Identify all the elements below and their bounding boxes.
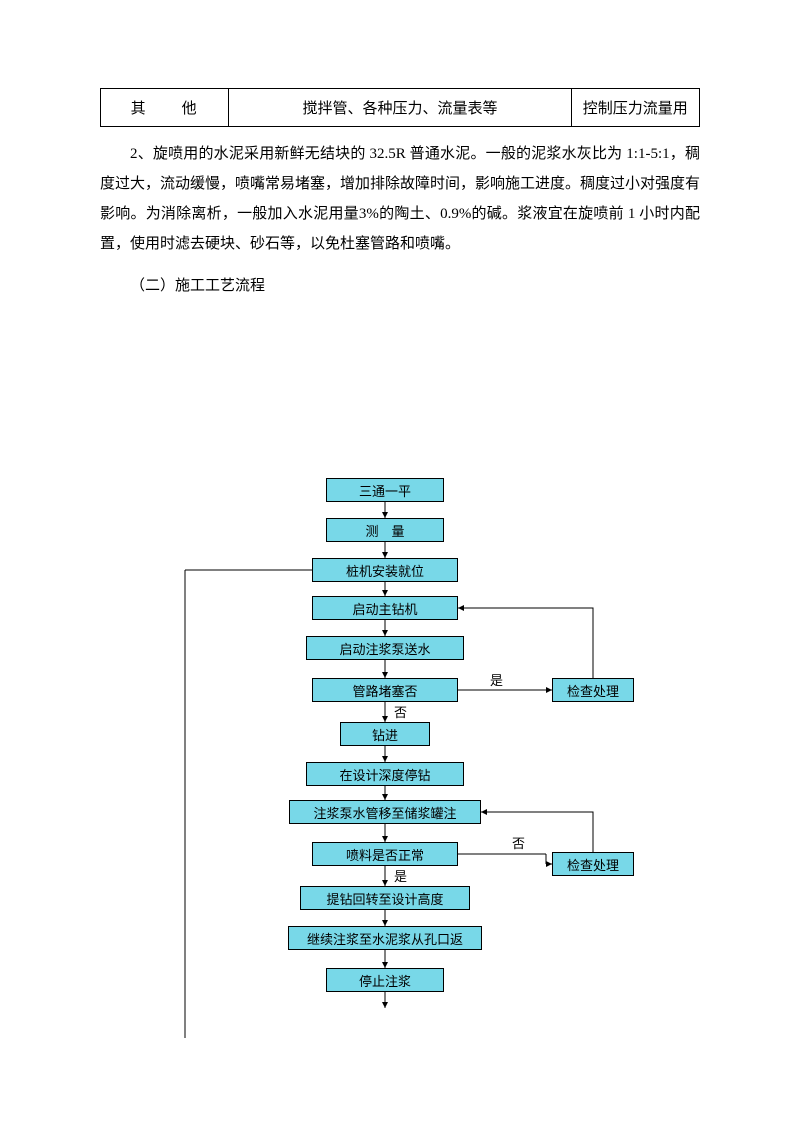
node-n3: 桩机安装就位 (312, 558, 458, 582)
node-n5: 启动注浆泵送水 (306, 636, 464, 660)
cell-purpose: 控制压力流量用 (571, 89, 699, 127)
node-chk1: 检查处理 (552, 678, 634, 702)
node-chk2: 检查处理 (552, 852, 634, 876)
node-n6: 管路堵塞否 (312, 678, 458, 702)
node-n8: 在设计深度停钻 (306, 762, 464, 786)
flowchart: 三通一平 测 量 桩机安装就位 启动主钻机 启动注浆泵送水 管路堵塞否 钻进 在… (0, 478, 794, 1118)
node-n13: 停止注浆 (326, 968, 444, 992)
table-row: 其 他 搅拌管、各种压力、流量表等 控制压力流量用 (101, 89, 700, 127)
node-n10: 喷料是否正常 (312, 842, 458, 866)
label-no1: 否 (394, 702, 407, 721)
node-n9: 注浆泵水管移至储浆罐注 (289, 800, 481, 824)
label-yes1: 是 (490, 670, 503, 689)
node-n12: 继续注浆至水泥浆从孔口返 (288, 926, 482, 950)
label-yes2: 是 (394, 866, 407, 885)
cell-label: 其 他 (101, 89, 229, 127)
paragraph-1: 2、旋喷用的水泥采用新鲜无结块的 32.5R 普通水泥。一般的泥浆水灰比为 1:… (100, 139, 700, 259)
label-no2: 否 (512, 833, 525, 852)
cell-desc: 搅拌管、各种压力、流量表等 (229, 89, 571, 127)
node-n11: 提钻回转至设计高度 (300, 886, 470, 910)
info-table: 其 他 搅拌管、各种压力、流量表等 控制压力流量用 (100, 88, 700, 127)
paragraph-2: （二）施工工艺流程 (100, 271, 700, 301)
node-n1: 三通一平 (326, 478, 444, 502)
node-n7: 钻进 (340, 722, 430, 746)
node-n4: 启动主钻机 (312, 596, 458, 620)
node-n2: 测 量 (326, 518, 444, 542)
